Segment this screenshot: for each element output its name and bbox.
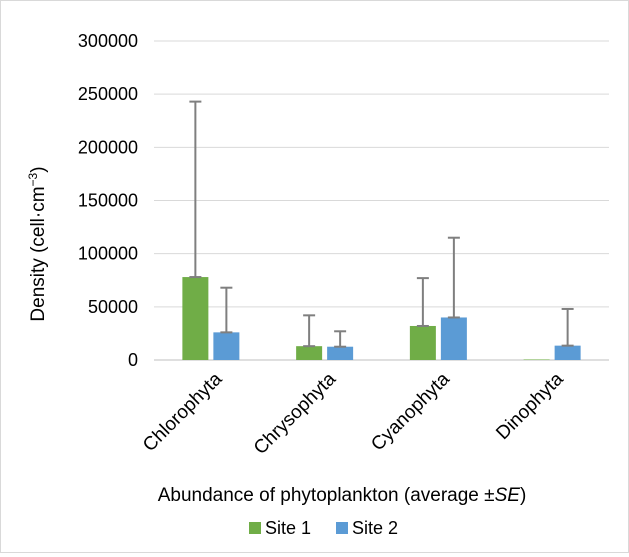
x-tick-label: Chlorophyta (139, 368, 227, 456)
legend-swatch (249, 522, 261, 534)
bar (327, 346, 354, 360)
x-tick-labels: Chlorophyta Chrysophyta Cyanophyta Dinophyt… (139, 368, 568, 459)
y-tick-label: 50000 (88, 297, 138, 317)
error-bars (189, 100, 574, 348)
x-axis-title: Abundance of phytoplankton (average ±SE) (158, 485, 527, 506)
y-tick-label: 300000 (78, 31, 138, 51)
bars (182, 277, 581, 360)
bar (523, 359, 550, 360)
y-tick-label: 250000 (78, 84, 138, 104)
bar (440, 317, 467, 360)
legend: Site 1 Site 2 (249, 518, 398, 538)
bar (213, 332, 240, 360)
y-axis-title: Density (cell·cm−3) (26, 166, 49, 321)
legend-label: Site 1 (265, 518, 311, 538)
bar (409, 325, 436, 360)
bar (554, 345, 581, 360)
y-tick-label: 200000 (78, 137, 138, 157)
legend-label: Site 2 (352, 518, 398, 538)
gridlines (154, 40, 609, 361)
y-tick-label: 100000 (78, 244, 138, 264)
legend-swatch (336, 522, 348, 534)
y-tick-label: 150000 (78, 191, 138, 211)
bar (182, 277, 209, 360)
x-tick-label: Cyanophyta (367, 368, 454, 455)
bar (296, 346, 323, 360)
y-tick-labels: 0 50000 100000 150000 200000 250000 300000 (78, 31, 138, 370)
x-tick-label: Dinophyta (492, 368, 568, 444)
y-tick-label: 0 (128, 350, 138, 370)
x-tick-label: Chrysophyta (250, 368, 341, 459)
